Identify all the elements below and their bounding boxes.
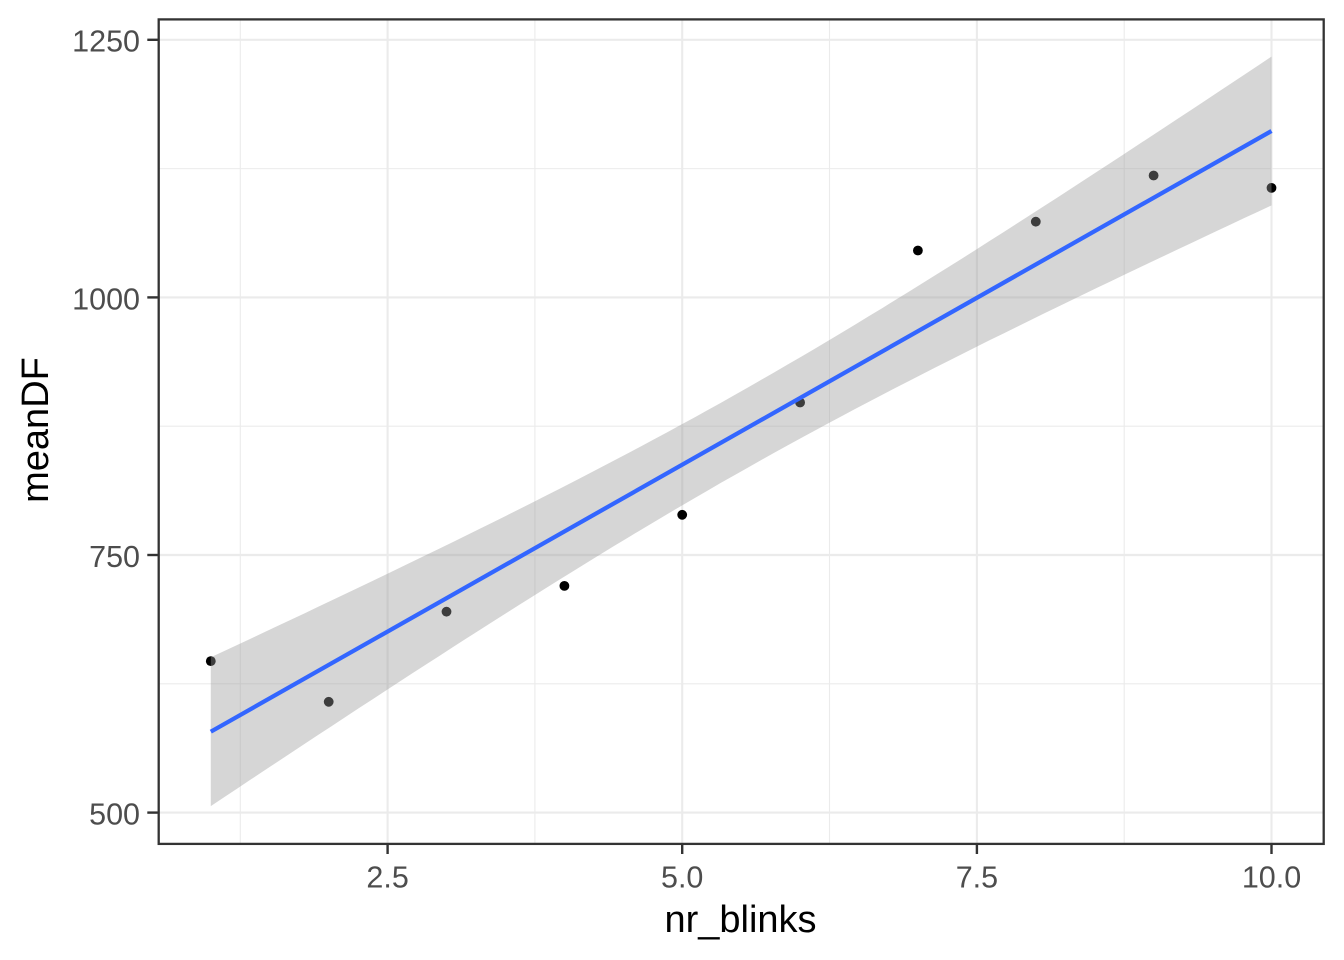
svg-text:2.5: 2.5 xyxy=(366,860,408,894)
svg-text:nr_blinks: nr_blinks xyxy=(664,899,816,941)
svg-text:meanDF: meanDF xyxy=(15,357,57,503)
svg-text:5.0: 5.0 xyxy=(661,860,703,894)
svg-text:750: 750 xyxy=(89,540,140,574)
svg-text:7.5: 7.5 xyxy=(956,860,998,894)
svg-text:10.0: 10.0 xyxy=(1242,860,1301,894)
svg-text:1000: 1000 xyxy=(72,282,140,316)
svg-text:500: 500 xyxy=(89,798,140,832)
svg-text:1250: 1250 xyxy=(72,25,140,59)
